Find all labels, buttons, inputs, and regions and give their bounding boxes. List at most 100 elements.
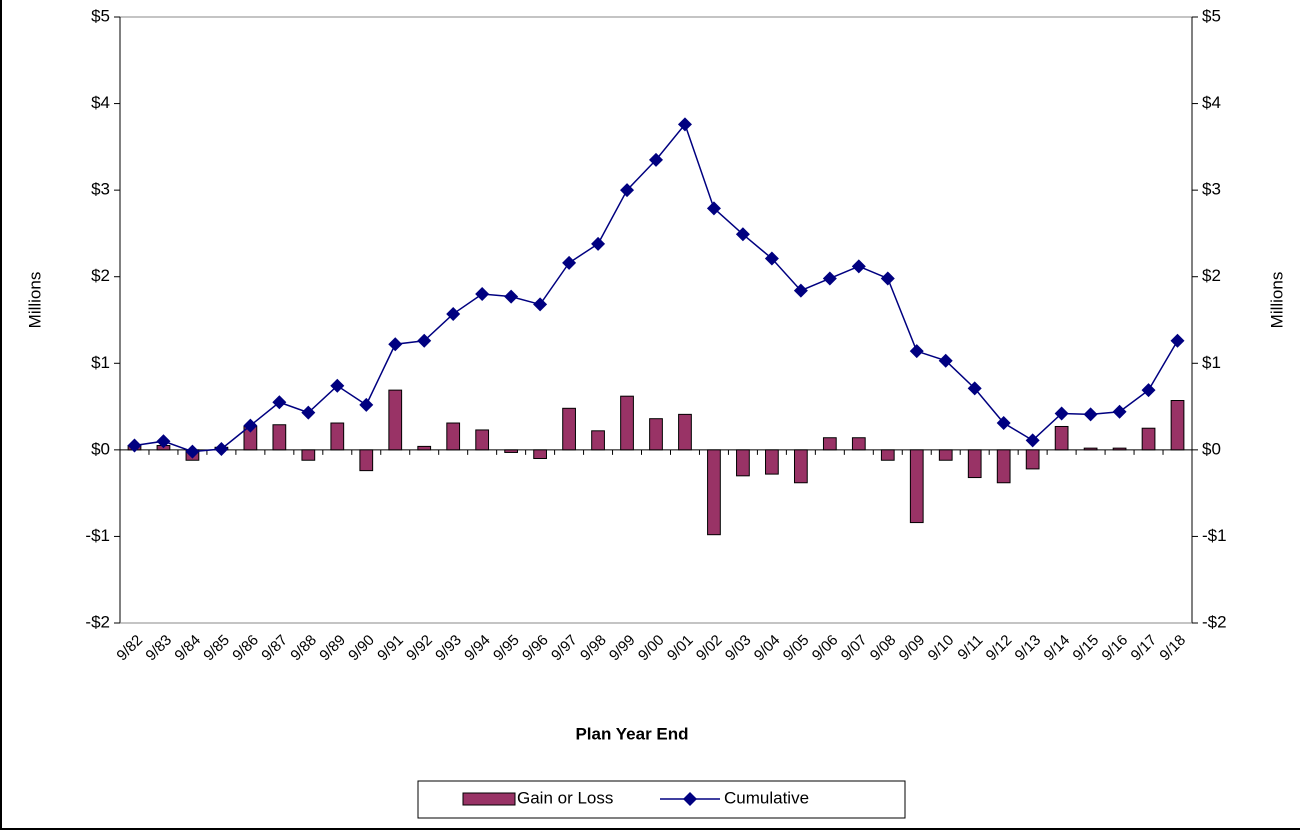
- marker: [909, 344, 924, 359]
- x-tick-label: 9/87: [258, 632, 291, 665]
- marker: [938, 353, 953, 368]
- bar: [649, 418, 663, 451]
- bar: [967, 449, 982, 479]
- y2-tick-label: $2: [1202, 266, 1221, 285]
- x-tick-label: 9/11: [954, 632, 986, 664]
- bar: [880, 449, 895, 461]
- bar: [1025, 449, 1040, 470]
- bar: [909, 449, 924, 524]
- marker: [475, 287, 490, 302]
- bar: [330, 422, 345, 451]
- x-tick-label: 9/85: [200, 632, 233, 665]
- marker: [301, 405, 316, 420]
- legend-label: Gain or Loss: [517, 788, 613, 807]
- x-tick-label: 9/04: [751, 632, 784, 665]
- marker: [243, 418, 258, 433]
- marker: [533, 297, 548, 312]
- bar: [504, 449, 519, 453]
- y-axis-title: Millions: [25, 272, 44, 329]
- y-tick-label: -$1: [85, 526, 110, 545]
- x-tick-label: 9/95: [490, 632, 523, 665]
- x-tick-label: 9/82: [113, 632, 146, 665]
- marker: [764, 251, 779, 266]
- x-tick-label: 9/09: [896, 632, 929, 665]
- marker: [793, 283, 808, 298]
- bar: [446, 422, 461, 451]
- bar: [533, 449, 547, 460]
- marker: [620, 183, 635, 198]
- x-tick-label: 9/83: [142, 632, 175, 665]
- bar: [388, 389, 403, 451]
- y2-tick-label: $0: [1202, 439, 1221, 458]
- y2-tick-label: -$2: [1202, 612, 1227, 631]
- bar: [301, 449, 316, 461]
- bar: [1112, 447, 1127, 451]
- bar: [765, 449, 779, 475]
- y-tick-label: $5: [91, 6, 110, 25]
- x-axis-title: Plan Year End: [575, 724, 688, 743]
- x-tick-label: 9/99: [606, 632, 639, 665]
- legend-marker: [683, 792, 697, 806]
- x-tick-label: 9/16: [1099, 632, 1132, 665]
- x-tick-label: 9/91: [374, 632, 407, 665]
- bar: [562, 407, 576, 451]
- y-tick-label: $4: [91, 93, 110, 112]
- bar: [359, 449, 374, 472]
- x-tick-label: 9/01: [664, 632, 697, 665]
- bar: [1054, 425, 1069, 451]
- x-tick-label: 9/05: [780, 632, 813, 665]
- x-tick-label: 9/98: [577, 632, 610, 665]
- x-tick-label: 9/03: [722, 632, 755, 665]
- x-tick-label: 9/92: [403, 632, 436, 665]
- x-tick-label: 9/13: [1012, 632, 1045, 665]
- x-tick-label: 9/00: [635, 632, 668, 665]
- marker: [1054, 406, 1069, 421]
- x-tick-label: 9/06: [809, 632, 842, 665]
- bar: [822, 437, 837, 451]
- marker: [591, 236, 606, 251]
- bar: [272, 424, 287, 451]
- bar: [851, 437, 866, 451]
- x-tick-label: 9/07: [838, 632, 871, 665]
- x-tick-label: 9/08: [867, 632, 900, 665]
- marker: [272, 395, 287, 410]
- y2-tick-label: $4: [1202, 93, 1221, 112]
- legend-swatch: [462, 792, 516, 806]
- x-tick-label: 9/14: [1041, 632, 1074, 665]
- y2-tick-label: $5: [1202, 6, 1221, 25]
- y2-tick-label: $3: [1202, 180, 1221, 199]
- bar: [1170, 400, 1185, 451]
- legend-label: Cumulative: [724, 788, 809, 807]
- marker: [851, 259, 866, 274]
- x-tick-label: 9/18: [1156, 632, 1189, 665]
- x-tick-label: 9/10: [925, 632, 958, 665]
- bar: [938, 449, 953, 461]
- x-tick-label: 9/96: [519, 632, 552, 665]
- x-tick-label: 9/89: [316, 632, 349, 665]
- marker: [1141, 383, 1156, 398]
- bar: [793, 449, 808, 484]
- x-tick-label: 9/12: [983, 632, 1016, 665]
- bar: [417, 445, 432, 451]
- bar: [678, 413, 692, 451]
- y2-tick-label: $1: [1202, 353, 1221, 372]
- line: [134, 122, 1179, 453]
- x-tick-label: 9/15: [1070, 632, 1103, 665]
- bar: [475, 429, 490, 451]
- x-tick-label: 9/84: [171, 632, 204, 665]
- marker: [1112, 404, 1127, 419]
- marker: [330, 378, 345, 393]
- x-tick-label: 9/97: [548, 632, 581, 665]
- bar: [996, 449, 1011, 484]
- y2-axis-title: Millions: [1267, 272, 1286, 329]
- x-tick-label: 9/88: [287, 632, 320, 665]
- marker: [185, 444, 200, 459]
- bar: [736, 449, 750, 477]
- marker: [156, 434, 171, 449]
- marker: [446, 306, 461, 321]
- marker: [735, 227, 750, 242]
- y-tick-label: $3: [91, 180, 110, 199]
- marker: [417, 333, 432, 348]
- marker: [127, 438, 142, 453]
- x-tick-label: 9/02: [693, 632, 726, 665]
